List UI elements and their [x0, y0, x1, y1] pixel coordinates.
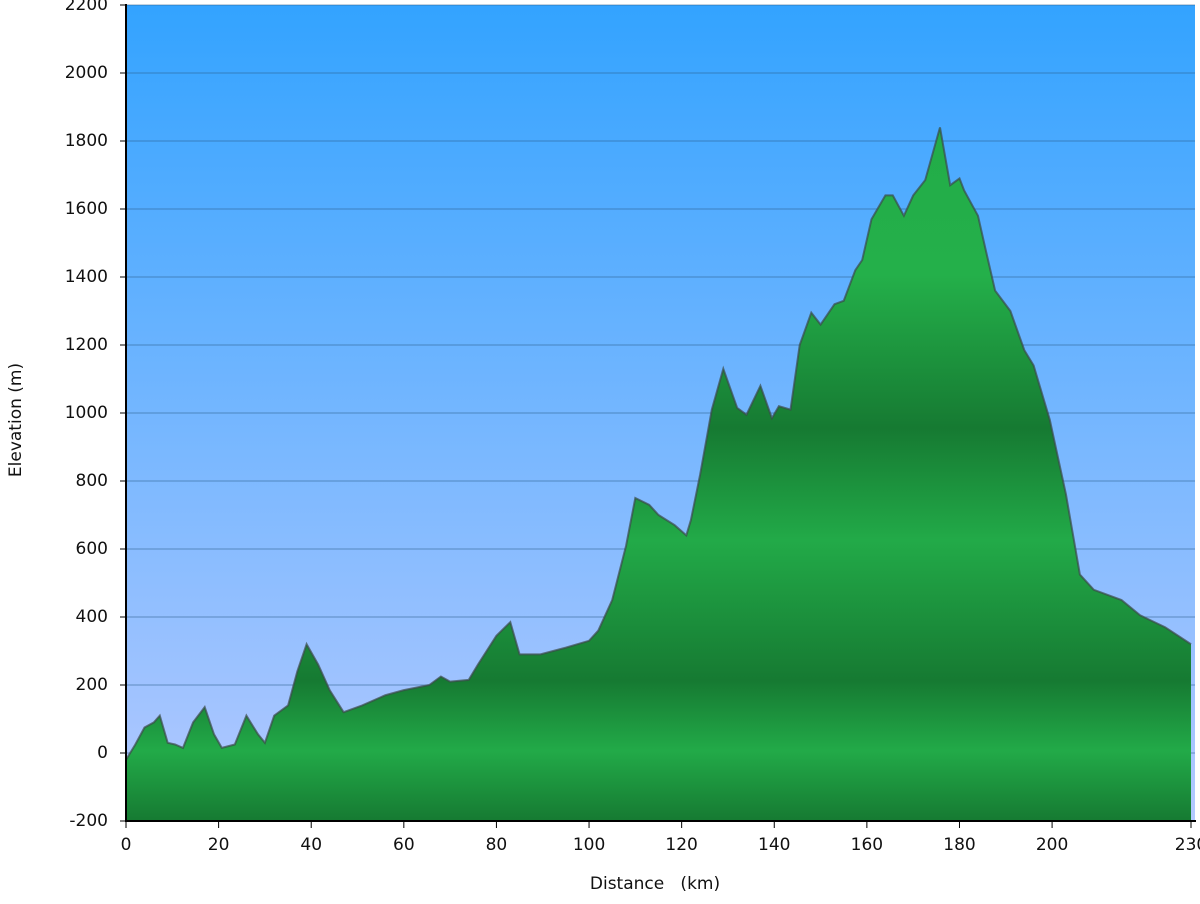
y-tick-label: 0	[97, 743, 108, 763]
y-tick-label: 1000	[65, 403, 108, 423]
x-tick-label: 60	[393, 835, 415, 855]
y-axis-label: Elevation (m)	[6, 363, 26, 477]
y-tick-label: -200	[69, 811, 108, 831]
x-axis-label: Distance (km)	[590, 874, 720, 894]
y-tick-label: 1800	[65, 131, 108, 151]
x-tick-label: 120	[665, 835, 697, 855]
y-tick-label: 600	[76, 539, 108, 559]
y-tick-label: 400	[76, 607, 108, 627]
x-tick-label: 20	[208, 835, 230, 855]
elevation-line	[125, 127, 1192, 761]
y-tick-label: 1400	[65, 267, 108, 287]
x-tick-label: 80	[486, 835, 508, 855]
x-tick-label: 160	[851, 835, 883, 855]
y-tick-label: 2200	[65, 0, 108, 15]
y-tick-label: 200	[76, 675, 108, 695]
x-tick-label: 100	[573, 835, 605, 855]
y-tick-label: 1200	[65, 335, 108, 355]
y-tick-label: 800	[76, 471, 108, 491]
x-tick-label: 230	[1175, 835, 1200, 855]
x-tick-label: 140	[758, 835, 790, 855]
x-tick-label: 200	[1036, 835, 1068, 855]
x-tick-label: 180	[943, 835, 975, 855]
x-tick-label: 40	[300, 835, 322, 855]
y-tick-label: 1600	[65, 199, 108, 219]
y-tick-label: 2000	[65, 63, 108, 83]
elevation-area	[126, 127, 1191, 821]
x-tick-label: 0	[121, 835, 132, 855]
